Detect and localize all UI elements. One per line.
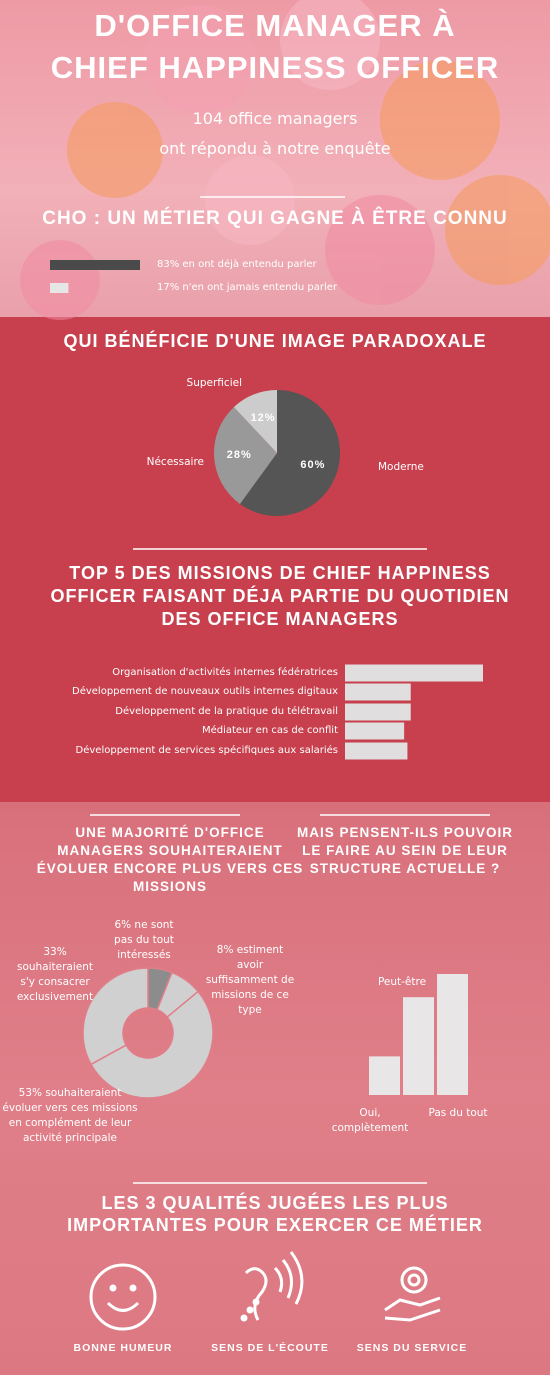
chart-title: STRUCTURE ACTUELLE ?	[309, 861, 501, 876]
bar	[50, 283, 69, 293]
bar-label: Oui, complètement	[331, 1107, 409, 1134]
bar	[403, 997, 434, 1095]
chart-title: ÉVOLUER ENCORE PLUS VERS CES	[36, 861, 304, 876]
quality-label: BONNE HUMEUR	[73, 1342, 173, 1354]
bar-label: Organisation d'activités internes fédéra…	[112, 667, 338, 678]
bar	[345, 664, 483, 682]
slice-label: Superficiel	[186, 377, 242, 389]
quality-label: SENS DU SERVICE	[356, 1342, 468, 1354]
chart-title: QUI BÉNÉFICIE D'UNE IMAGE PARADOXALE	[63, 331, 487, 351]
bar-label: Développement de nouveaux outils interne…	[72, 686, 338, 697]
bar-label: Peut-être	[377, 976, 427, 988]
bar-label: Pas du tout	[428, 1107, 488, 1119]
subtitle: ont répondu à notre enquête	[159, 139, 391, 158]
section-title: LES 3 QUALITÉS JUGÉES LES PLUS	[101, 1193, 449, 1213]
donut-segment	[82, 967, 149, 1066]
bar	[50, 260, 140, 270]
chart-title: OFFICER FAISANT DÉJA PARTIE DU QUOTIDIEN	[50, 586, 510, 606]
title: D'OFFICE MANAGER À	[94, 8, 456, 43]
segment-label: 8% estiment avoir suffisamment de missio…	[205, 944, 295, 1016]
subtitle: 104 office managers	[192, 109, 358, 128]
slice-label: Moderne	[378, 461, 424, 473]
balloons	[20, 0, 550, 320]
icon-smile	[89, 1263, 157, 1331]
bar-label: Médiateur en cas de conflit	[201, 725, 338, 736]
bar	[345, 703, 411, 721]
bar-label: Développement de la pratique du télétrav…	[115, 706, 338, 717]
segment-label: 6% ne sont pas du tout intéressés	[114, 919, 174, 961]
quality-label: SENS DE L'ÉCOUTE	[211, 1342, 329, 1354]
bar	[345, 742, 408, 760]
bar-label: 17% n'en ont jamais entendu parler	[157, 282, 338, 293]
donut-segment	[90, 990, 214, 1099]
chart-title: UNE MAJORITÉ D'OFFICE	[75, 825, 265, 840]
chart-title: MAIS PENSENT-ILS POUVOIR	[296, 825, 514, 840]
title: CHIEF HAPPINESS OFFICER	[50, 50, 500, 85]
chart-title: MISSIONS	[132, 879, 207, 894]
icon-ear	[240, 1251, 304, 1322]
slice-label: Nécessaire	[146, 456, 204, 468]
segment-label: 53% souhaiteraient évoluer vers ces miss…	[2, 1087, 138, 1144]
value-label: 60%	[300, 458, 326, 471]
chart-title: DES OFFICE MANAGERS	[161, 609, 399, 629]
pie-slice	[233, 390, 277, 453]
chart-title: TOP 5 DES MISSIONS DE CHIEF HAPPINESS	[69, 563, 491, 583]
bar	[437, 974, 468, 1095]
chart-title: LE FAIRE AU SEIN DE LEUR	[302, 843, 508, 858]
bar-label: Développement de services spécifiques au…	[75, 745, 338, 756]
pie-slice	[213, 407, 277, 504]
segment-label: 33% souhaiteraient s'y consacrer exclusi…	[16, 946, 94, 1003]
pie-slice	[239, 390, 340, 516]
chart-title: CHO : UN MÉTIER QUI GAGNE À ÊTRE CONNU	[42, 208, 508, 229]
value-label: 12%	[250, 411, 276, 424]
chart-title: MANAGERS SOUHAITERAIENT	[57, 843, 283, 858]
icon-service	[384, 1266, 441, 1322]
section-title: IMPORTANTES POUR EXERCER CE MÉTIER	[67, 1215, 483, 1235]
bar-label: 83% en ont déjà entendu parler	[157, 259, 317, 270]
bar	[369, 1056, 400, 1095]
value-label: 28%	[226, 449, 252, 462]
bar	[345, 683, 411, 701]
bar	[345, 722, 405, 740]
